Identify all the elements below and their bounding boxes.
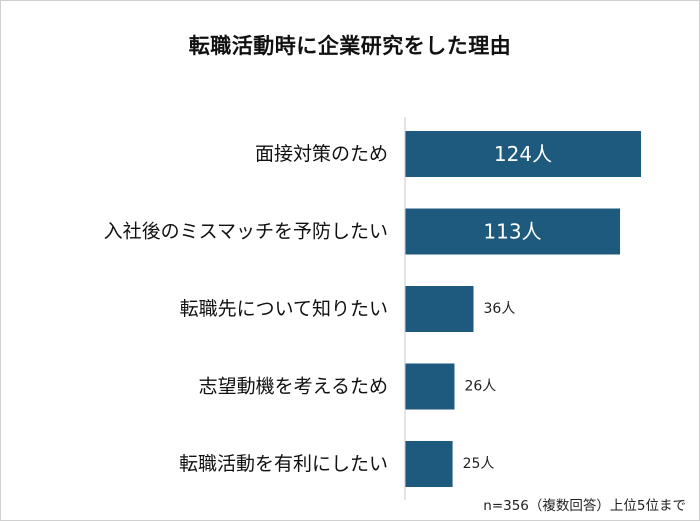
bars-layer [405, 131, 641, 487]
data-label-3: 26人 [464, 379, 496, 395]
sample-size-footnote: n=356（複数回答）上位5位まで [483, 498, 686, 514]
chart-title: 転職活動時に企業研究をした理由 [188, 34, 512, 58]
category-label-2: 転職先について知りたい [180, 298, 388, 320]
data-label-0: 124人 [494, 142, 552, 166]
data-label-2: 36人 [484, 301, 516, 317]
data-label-1: 113人 [483, 220, 541, 244]
data-label-4: 25人 [463, 456, 495, 472]
bar-2 [405, 286, 474, 332]
category-label-3: 志望動機を考えるため [199, 376, 388, 398]
bar-4 [405, 441, 453, 487]
category-label-1: 入社後のミスマッチを予防したい [104, 221, 388, 243]
bar-3 [405, 363, 455, 410]
category-label-4: 転職活動を有利にしたい [179, 453, 388, 475]
bar-1 [405, 208, 621, 255]
bar-0 [405, 131, 641, 177]
category-label-0: 面接対策のため [255, 143, 388, 165]
